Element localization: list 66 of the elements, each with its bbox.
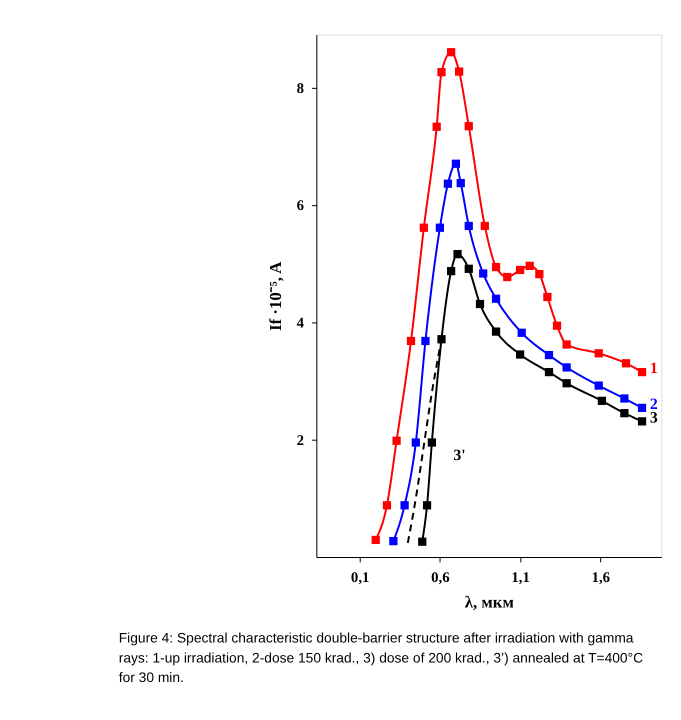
point [446, 267, 456, 276]
point [464, 122, 473, 130]
y-tick-label: 8 [296, 80, 304, 97]
point [382, 501, 392, 510]
point [418, 538, 426, 546]
point [562, 379, 571, 388]
point [406, 336, 416, 346]
point [622, 359, 630, 368]
point [638, 368, 646, 376]
point [544, 350, 554, 360]
x-tick-label: 1,6 [592, 570, 610, 586]
point [562, 340, 571, 349]
point [492, 294, 500, 303]
x-tick-label: 0,6 [431, 570, 450, 586]
point [476, 300, 484, 308]
point [421, 336, 430, 346]
point [456, 178, 465, 188]
caption: Figure 4: Spectral characteristic double-barrier structure after irradiation with gamma rays: 1-up irradiation, 2-dose 150 krad., 3) dose of 200 krad., 3’) annealed at T=400°C for 30 min. [118, 630, 644, 686]
point [620, 394, 629, 403]
point [400, 501, 409, 510]
x-tick-label: 0,1 [350, 570, 370, 586]
x-axis-title: λ, мкм [464, 592, 514, 612]
point [420, 224, 428, 232]
point [516, 350, 524, 359]
point [412, 438, 420, 447]
point [444, 180, 452, 188]
point [422, 501, 432, 510]
point [446, 48, 456, 56]
point [372, 536, 380, 544]
series-label: 1 [650, 360, 658, 378]
point [492, 327, 500, 336]
point [526, 262, 534, 270]
point [562, 363, 571, 372]
point [598, 396, 606, 405]
point [479, 269, 488, 278]
point [638, 417, 646, 426]
point [552, 322, 562, 330]
point [620, 409, 629, 418]
point [464, 222, 473, 230]
x-tick-label: 1,1 [511, 570, 530, 586]
point [464, 264, 473, 273]
point [437, 68, 446, 76]
point [480, 222, 489, 230]
point [428, 438, 436, 447]
point [432, 122, 441, 131]
y-axis-title: If ·10⁻⁵, A [266, 262, 285, 331]
point [392, 436, 401, 445]
series-label: 3' [453, 447, 466, 464]
point [638, 404, 646, 412]
y-tick-label: 6 [296, 198, 304, 214]
point [455, 67, 464, 76]
point [492, 262, 500, 272]
point [389, 536, 398, 546]
point [453, 250, 462, 258]
point [543, 292, 552, 302]
point [503, 272, 512, 282]
point [436, 224, 444, 232]
point [594, 349, 603, 358]
y-tick-label: 2 [296, 433, 304, 450]
point [535, 270, 544, 278]
point [516, 266, 524, 274]
y-tick-label: 4 [296, 316, 305, 332]
point [452, 160, 460, 168]
point [518, 328, 526, 337]
point [544, 368, 554, 376]
point [594, 381, 603, 390]
